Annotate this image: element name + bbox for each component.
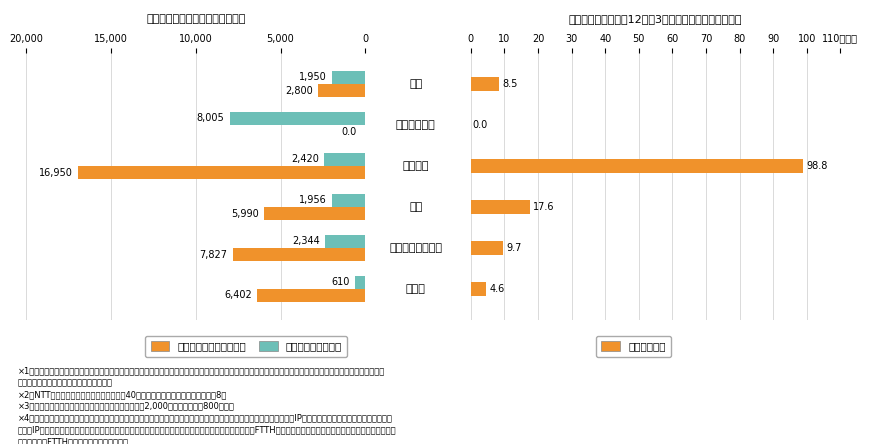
- Text: 17.6: 17.6: [533, 202, 554, 212]
- Text: デュッセルドルフ: デュッセルドルフ: [389, 243, 443, 253]
- Text: 6,402: 6,402: [224, 290, 252, 301]
- Text: 0.0: 0.0: [341, 127, 356, 137]
- Text: 610: 610: [332, 278, 349, 287]
- Bar: [78, 166, 365, 179]
- Text: 16,950: 16,950: [39, 167, 73, 178]
- Text: 0.0: 0.0: [473, 120, 488, 130]
- Text: 1,956: 1,956: [299, 195, 327, 206]
- Bar: [332, 194, 365, 207]
- Text: ロンドン: ロンドン: [402, 161, 429, 171]
- Bar: [471, 241, 503, 255]
- Text: ニューヨーク: ニューヨーク: [396, 120, 436, 130]
- Bar: [471, 282, 487, 296]
- Bar: [471, 159, 803, 173]
- Bar: [257, 289, 365, 302]
- Text: 東京: 東京: [409, 79, 422, 89]
- Bar: [230, 112, 365, 125]
- Title: 住宅用の加入時一時金・基本料金: 住宅用の加入時一時金・基本料金: [146, 15, 246, 24]
- Bar: [318, 84, 365, 97]
- Bar: [332, 71, 365, 84]
- Bar: [232, 248, 365, 261]
- Title: 市内通話料金（平日12時に3分間通話した場合の料金）: 市内通話料金（平日12時に3分間通話した場合の料金）: [568, 15, 743, 24]
- Bar: [471, 200, 530, 214]
- Bar: [355, 276, 365, 289]
- Text: 1,950: 1,950: [299, 72, 327, 83]
- Bar: [324, 153, 365, 166]
- Text: 98.8: 98.8: [806, 161, 827, 171]
- Text: 5,990: 5,990: [231, 209, 259, 218]
- Text: パリ: パリ: [409, 202, 422, 212]
- Bar: [264, 207, 365, 220]
- Text: ×1　各都市とも月額基本料金に一定の通話料金を含むプランや通話料が通話間、通信距離によらないプランなど多様な料金体系が導入されており、月額料金によ
　　　る単純: ×1 各都市とも月額基本料金に一定の通話料金を含むプランや通話料が通話間、通信距…: [18, 366, 396, 444]
- Text: 2,800: 2,800: [285, 86, 312, 95]
- Text: 7,827: 7,827: [200, 250, 228, 259]
- Text: ソウル: ソウル: [406, 284, 426, 294]
- Text: 8.5: 8.5: [502, 79, 518, 89]
- Text: 4.6: 4.6: [489, 284, 505, 294]
- Text: 9.7: 9.7: [507, 243, 522, 253]
- Legend: 市内通話料金: 市内通話料金: [596, 336, 671, 357]
- Text: 8,005: 8,005: [197, 114, 224, 123]
- Text: 2,420: 2,420: [291, 155, 319, 164]
- Text: 2,344: 2,344: [293, 236, 320, 246]
- Bar: [471, 77, 499, 91]
- Bar: [326, 235, 365, 248]
